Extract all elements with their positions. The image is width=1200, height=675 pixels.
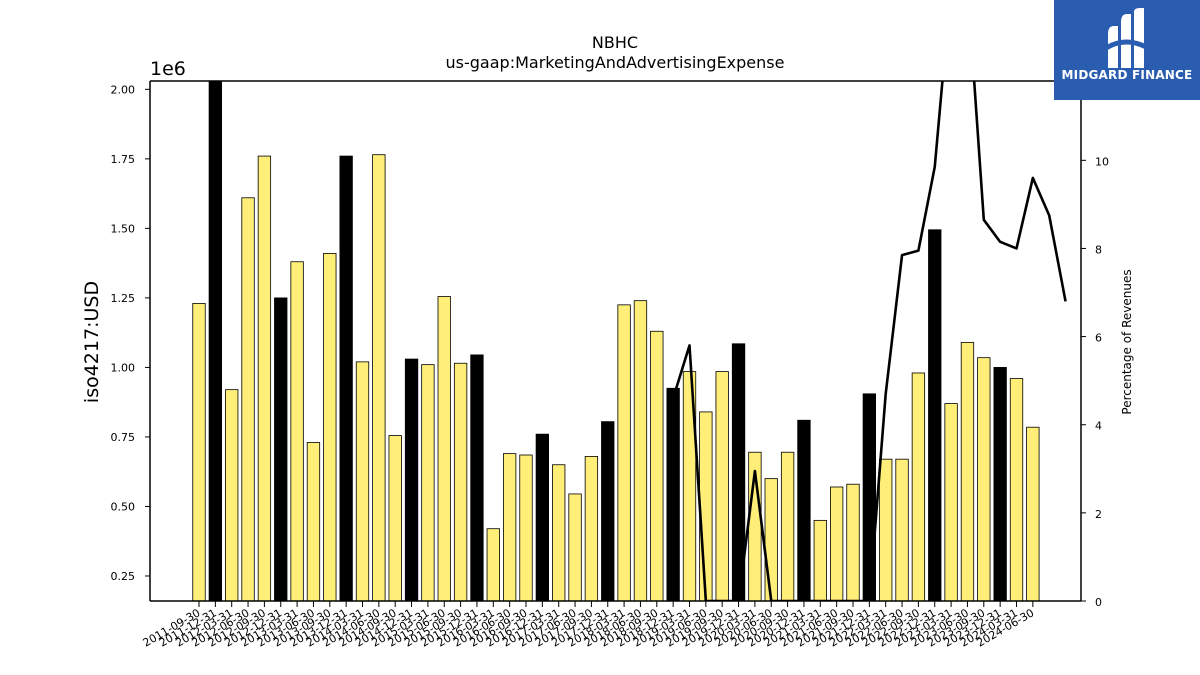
logo-text: MIDGARD FINANCE [1061,68,1193,82]
y-tick-label: 2.00 [111,83,136,96]
bar-2021-03-31 [813,519,827,602]
y2-tick-label: 0 [1095,596,1102,609]
bar-2017-03-31 [552,464,566,602]
bar-2024-03-31 [1009,378,1024,602]
bar-2023-06-30 [960,341,975,602]
bar-2015-03-31 [421,364,435,602]
bar-2023-09-30 [977,357,991,602]
bar-2015-09-30 [453,362,468,602]
y-axis-label: iso4217:USD [81,281,103,403]
bar-2012-12-31 [274,297,288,602]
y-tick-label: 1.75 [111,153,136,166]
bar-2012-03-31 [225,389,239,602]
bar-2014-06-30 [372,154,386,602]
midgard-m-icon [1104,8,1150,68]
bar-2021-06-30 [830,486,844,602]
bar-2015-06-30 [437,296,451,602]
y2-tick-label: 4 [1095,420,1102,433]
y2-tick-label: 6 [1095,332,1102,345]
bar-2018-12-31 [666,387,680,602]
bar-2018-06-30 [633,300,648,602]
bar-2022-06-30 [895,458,909,602]
bar-2024-06-30 [1026,426,1040,602]
y2-tick-label: 10 [1095,155,1109,168]
y-tick-label: 1.25 [111,292,136,305]
y-tick-label: 0.25 [111,570,136,583]
bar-2016-06-30 [502,453,517,602]
bar-2023-12-31 [993,367,1007,602]
bar-2014-03-31 [355,361,370,602]
bar-2020-12-31 [797,419,811,602]
y-tick-label: 1.50 [111,222,136,235]
bar-2016-09-30 [519,454,533,602]
bar-2013-12-31 [339,155,353,602]
line-group [671,81,1067,601]
bar-2016-03-31 [486,528,500,602]
bar-2023-03-31 [944,403,958,602]
chart-subtitle: us-gaap:MarketingAndAdvertisingExpense [446,53,785,72]
bar-2018-09-30 [650,330,664,602]
y-tick-label: 1.00 [111,361,136,374]
bar-2011-09-30 [192,303,206,602]
bar-2013-09-30 [323,253,337,602]
bar-2014-09-30 [388,435,402,602]
bar-2012-06-30 [241,197,255,602]
bar-2022-12-31 [928,229,942,602]
bar-2014-12-31 [404,358,419,602]
y-offset-label: 1e6 [150,58,186,80]
y2-tick-label: 8 [1095,243,1102,256]
bar-2021-09-30 [846,483,860,602]
bar-2021-12-31 [862,393,876,602]
bar-2017-06-30 [568,493,582,602]
bar-2018-03-31 [617,304,631,602]
y-tick-label: 0.50 [111,500,136,513]
bars-group [192,80,1040,602]
company-logo: MIDGARD FINANCE [1054,0,1200,100]
bar-2015-12-31 [470,354,484,602]
y2-tick-label: 2 [1095,508,1102,521]
bar-2017-09-30 [584,455,599,602]
bar-2022-03-31 [879,458,893,602]
bar-2017-12-31 [601,421,615,602]
percentage-line [671,81,1067,601]
y2-axis-label: Percentage of Revenues [1120,269,1134,414]
chart-title: NBHC [592,33,638,52]
bar-2012-09-30 [257,155,272,602]
bar-2016-12-31 [535,433,549,602]
bar-2013-03-31 [290,261,304,602]
bar-2022-09-30 [911,372,926,602]
bar-2020-06-30 [764,478,778,602]
bar-2019-06-30 [699,411,713,602]
bar-2013-06-30 [306,442,321,602]
y-tick-label: 0.75 [111,431,136,444]
bar-2020-09-30 [780,451,795,602]
bar-2019-09-30 [715,371,729,602]
bar-2011-12-31 [208,80,223,602]
